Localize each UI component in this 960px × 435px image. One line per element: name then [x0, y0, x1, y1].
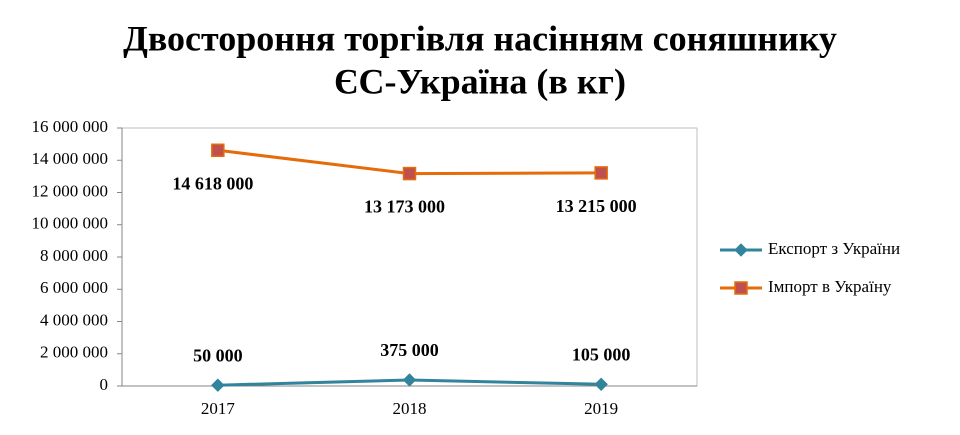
data-label: 105 000 — [572, 344, 631, 364]
marker — [594, 166, 608, 180]
marker — [402, 166, 417, 181]
legend-label: Експорт з України — [768, 239, 900, 258]
y-tick-label: 14 000 000 — [32, 149, 109, 168]
y-tick-label: 2 000 000 — [40, 343, 108, 362]
data-label: 50 000 — [193, 345, 243, 365]
y-tick-label: 12 000 000 — [32, 181, 109, 200]
y-tick-label: 6 000 000 — [40, 278, 108, 297]
chart-title: ЄС-Україна (в кг) — [334, 61, 626, 101]
y-tick-label: 10 000 000 — [32, 214, 109, 233]
chart-title: Двостороння торгівля насінням соняшнику — [123, 18, 837, 58]
x-tick-label: 2017 — [201, 399, 236, 418]
legend-marker — [734, 281, 748, 295]
marker — [211, 143, 225, 158]
x-tick-label: 2018 — [393, 399, 427, 418]
y-tick-label: 4 000 000 — [40, 310, 108, 329]
y-tick-label: 16 000 000 — [32, 117, 109, 136]
legend-label: Імпорт в Україну — [768, 277, 892, 296]
data-label: 14 618 000 — [172, 173, 253, 193]
legend-marker — [734, 243, 748, 257]
data-label: 13 215 000 — [556, 196, 637, 216]
x-tick-label: 2019 — [584, 399, 618, 418]
y-tick-label: 8 000 000 — [40, 246, 108, 265]
marker — [211, 378, 225, 392]
data-label: 13 173 000 — [364, 197, 445, 217]
marker — [594, 377, 608, 392]
y-tick-label: 0 — [100, 375, 109, 394]
data-label: 375 000 — [380, 340, 439, 360]
marker — [402, 373, 417, 387]
